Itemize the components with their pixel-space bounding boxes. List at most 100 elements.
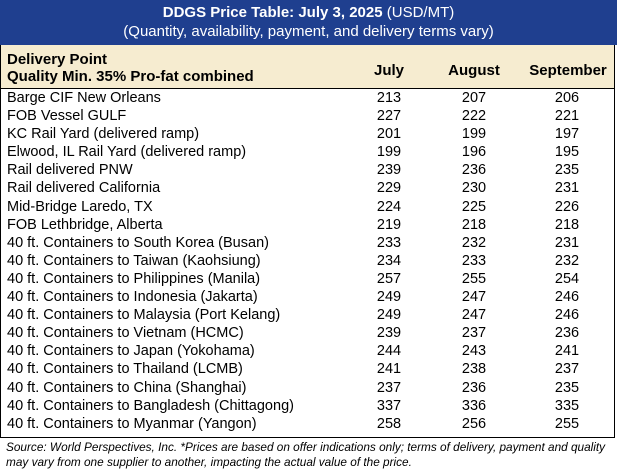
delivery-point-cell: 40 ft. Containers to Taiwan (Kaohsiung)	[7, 252, 261, 269]
source-footnote: Source: World Perspectives, Inc. *Prices…	[6, 440, 606, 469]
august-price-cell: 233	[461, 252, 487, 269]
august-price-cell: 236	[461, 162, 487, 179]
table-row: 40 ft. Containers to Malaysia (Port Kela…	[1, 306, 614, 324]
september-price-cell: 197	[554, 126, 580, 143]
table-row: 40 ft. Containers to Taiwan (Kaohsiung) 2…	[1, 252, 614, 270]
september-price-cell: 226	[554, 198, 580, 215]
month-header-august: August	[448, 62, 500, 79]
delivery-point-cell: FOB Lethbridge, Alberta	[7, 216, 163, 233]
july-price-cell: 234	[376, 252, 402, 269]
july-price-cell: 229	[376, 180, 402, 197]
august-price-cell: 225	[461, 198, 487, 215]
august-price-cell: 243	[461, 343, 487, 360]
july-price-cell: 239	[376, 162, 402, 179]
july-price-cell: 219	[376, 216, 402, 233]
table-row: Mid-Bridge Laredo, TX 224 225 226	[1, 198, 614, 216]
august-price-cell: 256	[461, 415, 487, 432]
july-price-cell: 258	[376, 415, 402, 432]
delivery-point-cell: 40 ft. Containers to Myanmar (Yangon)	[7, 415, 257, 432]
september-price-cell: 246	[554, 289, 580, 306]
table-row: 40 ft. Containers to Japan (Yokohama) 244…	[1, 342, 614, 360]
august-price-cell: 336	[461, 397, 487, 414]
july-price-cell: 201	[376, 126, 402, 143]
table-row: 40 ft. Containers to Myanmar (Yangon) 258…	[1, 415, 614, 433]
table-row: KC Rail Yard (delivered ramp) 201 199 197	[1, 125, 614, 143]
july-price-cell: 199	[376, 144, 402, 161]
july-price-cell: 257	[376, 270, 402, 287]
august-price-cell: 230	[461, 180, 487, 197]
september-price-cell: 231	[554, 234, 580, 251]
july-price-cell: 241	[376, 361, 402, 378]
july-price-cell: 244	[376, 343, 402, 360]
august-price-cell: 199	[461, 126, 487, 143]
august-price-cell: 207	[461, 90, 487, 106]
table-row: 40 ft. Containers to Indonesia (Jakarta)…	[1, 288, 614, 306]
august-price-cell: 218	[461, 216, 487, 233]
august-price-cell: 238	[461, 361, 487, 378]
quality-label: Quality Min. 35% Pro-fat combined	[7, 68, 254, 85]
delivery-point-cell: Barge CIF New Orleans	[7, 90, 161, 106]
august-price-cell: 196	[461, 144, 487, 161]
delivery-point-cell: Elwood, IL Rail Yard (delivered ramp)	[7, 144, 247, 161]
delivery-point-cell: 40 ft. Containers to Bangladesh (Chittag…	[7, 397, 294, 414]
table-row: Rail delivered California 229 230 231	[1, 179, 614, 197]
july-price-cell: 224	[376, 198, 402, 215]
july-price-cell: 337	[376, 397, 402, 414]
delivery-point-cell: 40 ft. Containers to China (Shanghai)	[7, 379, 247, 396]
delivery-point-cell: 40 ft. Containers to Thailand (LCMB)	[7, 361, 243, 378]
september-price-cell: 254	[554, 270, 580, 287]
july-price-cell: 213	[376, 90, 402, 106]
delivery-point-header: Delivery Point Quality Min. 35% Pro-fat …	[7, 51, 254, 85]
month-header-september: September	[529, 62, 607, 79]
july-price-cell: 249	[376, 307, 402, 324]
september-price-cell: 231	[554, 180, 580, 197]
table-row: Elwood, IL Rail Yard (delivered ramp) 199…	[1, 143, 614, 161]
table-row: Barge CIF New Orleans 213 207 206	[1, 89, 614, 107]
august-price-cell: 222	[461, 108, 487, 125]
delivery-point-cell: Rail delivered California	[7, 180, 161, 197]
delivery-point-cell: Rail delivered PNW	[7, 162, 133, 179]
table-title: DDGS Price Table: July 3, 2025 (USD/MT)	[1, 1, 616, 22]
august-price-cell: 232	[461, 234, 487, 251]
july-price-cell: 227	[376, 108, 402, 125]
september-price-cell: 221	[554, 108, 580, 125]
table-row: 40 ft. Containers to Philippines (Manila…	[1, 270, 614, 288]
table-row: 40 ft. Containers to Bangladesh (Chittag…	[1, 397, 614, 415]
august-price-cell: 247	[461, 307, 487, 324]
september-price-cell: 195	[554, 144, 580, 161]
september-price-cell: 218	[554, 216, 580, 233]
title-banner: DDGS Price Table: July 3, 2025 (USD/MT) …	[0, 0, 617, 45]
column-header: Delivery Point Quality Min. 35% Pro-fat …	[0, 45, 615, 89]
september-price-cell: 255	[554, 415, 580, 432]
delivery-point-cell: Mid-Bridge Laredo, TX	[7, 198, 153, 215]
title-units: (USD/MT)	[382, 4, 455, 21]
september-price-cell: 206	[554, 90, 580, 106]
september-price-cell: 237	[554, 361, 580, 378]
july-price-cell: 237	[376, 379, 402, 396]
september-price-cell: 246	[554, 307, 580, 324]
delivery-point-cell: 40 ft. Containers to Malaysia (Port Kela…	[7, 307, 281, 324]
july-price-cell: 239	[376, 325, 402, 342]
september-price-cell: 241	[554, 343, 580, 360]
table-row: FOB Vessel GULF 227 222 221	[1, 107, 614, 125]
september-price-cell: 235	[554, 162, 580, 179]
delivery-point-cell: KC Rail Yard (delivered ramp)	[7, 126, 200, 143]
table-row: 40 ft. Containers to Vietnam (HCMC) 239 23…	[1, 324, 614, 342]
delivery-point-cell: 40 ft. Containers to Japan (Yokohama)	[7, 343, 255, 360]
august-price-cell: 236	[461, 379, 487, 396]
delivery-point-cell: 40 ft. Containers to Philippines (Manila…	[7, 270, 261, 287]
august-price-cell: 247	[461, 289, 487, 306]
table-row: 40 ft. Containers to South Korea (Busan)…	[1, 234, 614, 252]
delivery-point-cell: 40 ft. Containers to Vietnam (HCMC)	[7, 325, 244, 342]
delivery-point-label: Delivery Point	[7, 51, 108, 68]
table-row: FOB Lethbridge, Alberta 219 218 218	[1, 216, 614, 234]
table-body: Barge CIF New Orleans 213 207 206 FOB Vessel…	[0, 89, 615, 438]
july-price-cell: 249	[376, 289, 402, 306]
table-row: Rail delivered PNW 239 236 235	[1, 161, 614, 179]
delivery-point-cell: FOB Vessel GULF	[7, 108, 127, 125]
september-price-cell: 235	[554, 379, 580, 396]
july-price-cell: 233	[376, 234, 402, 251]
september-price-cell: 236	[554, 325, 580, 342]
september-price-cell: 232	[554, 252, 580, 269]
delivery-point-cell: 40 ft. Containers to South Korea (Busan)	[7, 234, 269, 251]
